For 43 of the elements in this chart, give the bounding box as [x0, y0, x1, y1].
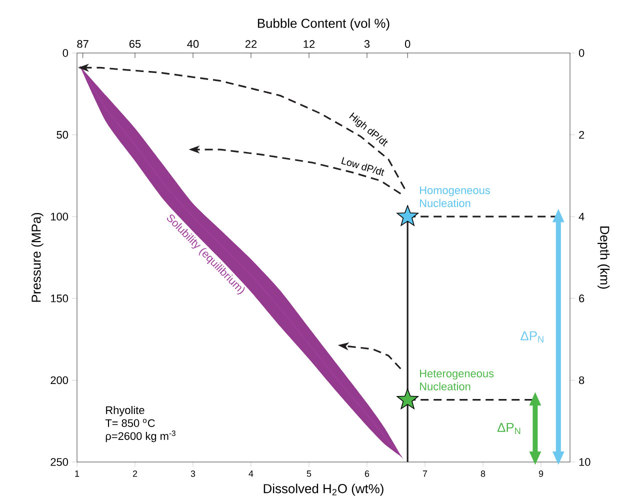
x2-axis-title: Bubble Content (vol %): [258, 18, 390, 30]
point: [396, 205, 418, 226]
y2-tick-label: 0: [578, 49, 584, 57]
y2-tick-label: 10: [579, 458, 590, 466]
text: 3: [364, 40, 370, 48]
x-tick-label: 6: [364, 470, 370, 477]
x-tick-label: 2: [132, 470, 138, 477]
annotation: T= 850 $^{o}$C: [105, 418, 155, 428]
y2-tick-label: 8: [578, 376, 584, 384]
x-tick-label: 1: [75, 470, 80, 477]
x-tick-label: 4: [248, 470, 254, 477]
text: 87: [77, 40, 88, 48]
y-tick-label: 200: [50, 376, 68, 384]
y2-tick-label: 4: [578, 212, 584, 220]
y2-tick-label: 2: [579, 130, 584, 139]
y2-axis-title: Depth (km): [598, 226, 610, 289]
point: [78, 64, 89, 72]
x-tick-label: 3: [190, 470, 196, 477]
y-tick-label: 150: [51, 294, 68, 302]
text: 65: [129, 40, 141, 48]
point: [188, 146, 200, 154]
text: Low dP/dt: [341, 157, 384, 176]
x-axis-title: Dissolved H$_{2}$O (wt%): [264, 484, 384, 496]
series-label: Homogeneous Nucleation: [420, 186, 490, 208]
x-tick-label: 7: [422, 470, 428, 477]
x-tick-label: 8: [480, 470, 486, 477]
annotation: ρ=2600 kg m$^{-3}$: [106, 430, 176, 442]
y2-tick-label: 6: [579, 294, 584, 302]
series-label: ΔP$_{N}$: [497, 422, 520, 434]
y-tick-label: 250: [50, 458, 68, 466]
y-tick-label: 0: [62, 49, 68, 57]
series-label: Heterogeneous Nucleation: [420, 370, 494, 390]
text: 0: [404, 40, 410, 48]
x-tick-label: 9: [538, 470, 544, 477]
annotation: Rhyolite: [106, 406, 144, 416]
text: 22: [245, 40, 257, 48]
y-tick-label: 100: [51, 212, 68, 220]
series-label: ΔP$_{N}$: [520, 331, 544, 342]
y-tick-label: 50: [56, 130, 68, 139]
text: 12: [304, 40, 315, 48]
x-tick-label: 5: [306, 470, 312, 477]
text: 40: [187, 40, 199, 48]
y-axis-title: Pressure (MPa): [31, 212, 44, 302]
